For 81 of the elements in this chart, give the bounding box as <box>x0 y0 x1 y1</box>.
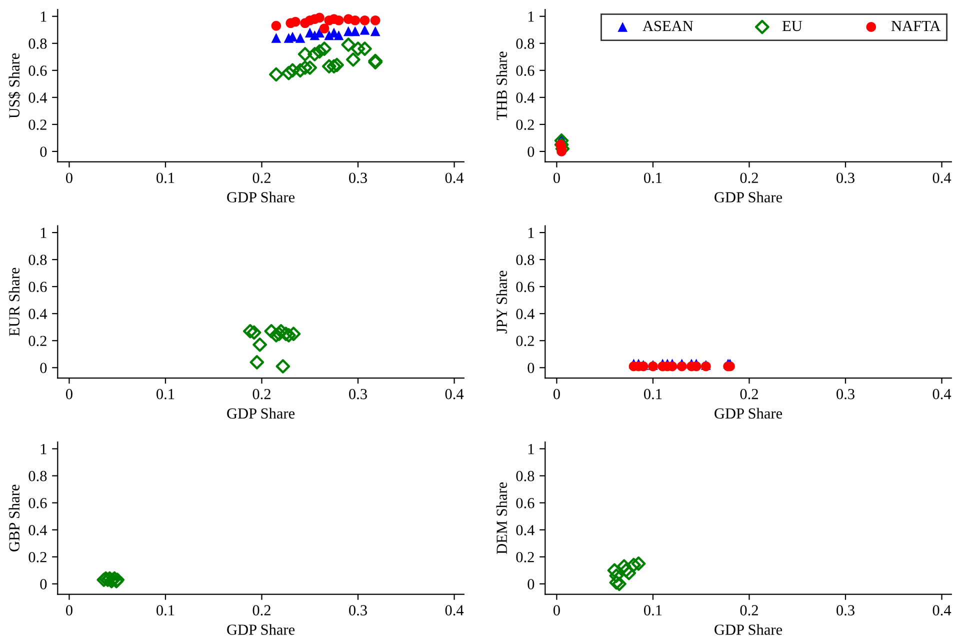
y-tick-label: 0.4 <box>516 524 534 536</box>
x-tick-label: 0.2 <box>740 388 758 400</box>
x-tick-label: 0.3 <box>836 172 854 184</box>
y-tick-label: 0.6 <box>516 498 534 508</box>
x-tick-label: 0 <box>553 605 560 616</box>
y-tick-label: 0.4 <box>28 308 48 320</box>
y-tick-label: 0.2 <box>516 552 534 562</box>
y-axis-title: EUR Share <box>8 268 20 336</box>
y-tick-label: 0.2 <box>516 120 534 130</box>
x-tick-label: 0 <box>66 172 72 184</box>
y-tick-label: 0.6 <box>516 282 534 292</box>
x-tick-label: 0.4 <box>932 605 952 616</box>
x-tick-label: 0 <box>553 172 560 184</box>
y-tick-label: 1 <box>40 444 46 454</box>
y-axis-title: GBP Share <box>8 484 20 552</box>
y-tick-label: 0.8 <box>516 470 534 482</box>
y-tick-label: 0.6 <box>516 66 534 76</box>
x-tick-label: 0.1 <box>644 388 662 400</box>
x-tick-label: 0.1 <box>156 388 174 400</box>
x-axis-title: GDP Share <box>227 624 295 635</box>
x-tick-label: 0 <box>66 605 72 616</box>
y-tick-label: 0 <box>528 579 534 590</box>
y-tick-label: 0.2 <box>28 120 46 130</box>
y-tick-label: 0.8 <box>516 38 534 49</box>
x-axis-title: GDP Share <box>227 408 295 419</box>
x-tick-label: 0.2 <box>740 172 758 184</box>
x-axis-title: GDP Share <box>714 624 782 635</box>
x-tick-label: 0.2 <box>252 388 270 400</box>
y-tick-label: 0.6 <box>28 282 47 292</box>
x-tick-label: 0.4 <box>445 388 464 400</box>
x-tick-label: 0 <box>66 388 72 400</box>
y-tick-label: 0.2 <box>28 336 46 346</box>
y-axis-title: DEM Share <box>496 482 507 554</box>
x-axis-title: GDP Share <box>227 192 295 202</box>
x-tick-label: 0.4 <box>445 172 464 184</box>
y-tick-label: 1 <box>40 12 46 22</box>
y-tick-label: 0.2 <box>28 552 46 562</box>
y-tick-label: 0.4 <box>516 308 534 320</box>
x-tick-label: 0 <box>553 388 560 400</box>
y-tick-label: 0.8 <box>516 254 534 266</box>
x-tick-label: 0.4 <box>445 605 464 616</box>
x-tick-label: 0.4 <box>932 388 952 400</box>
y-tick-label: 0.6 <box>28 498 47 508</box>
y-tick-label: 0.8 <box>28 38 47 49</box>
y-tick-label: 0.2 <box>516 336 534 346</box>
x-tick-label: 0.1 <box>156 172 174 184</box>
y-tick-label: 1 <box>40 228 46 238</box>
x-tick-label: 0.1 <box>644 605 662 616</box>
x-tick-label: 0.1 <box>156 605 174 616</box>
legend-label: NAFTA <box>891 20 941 31</box>
y-tick-label: 0 <box>40 362 47 374</box>
x-tick-label: 0.4 <box>932 172 952 184</box>
y-tick-label: 0.8 <box>28 254 47 266</box>
x-tick-label: 0.3 <box>349 605 367 616</box>
y-tick-label: 0.4 <box>28 524 48 536</box>
y-axis-title: US$ Share <box>8 53 20 118</box>
y-axis-title: JPY Share <box>496 270 507 334</box>
y-tick-label: 0 <box>40 146 47 157</box>
y-tick-label: 1 <box>528 444 534 454</box>
y-tick-label: 0.8 <box>28 470 47 482</box>
x-tick-label: 0.2 <box>740 605 758 616</box>
y-tick-label: 0 <box>40 579 47 590</box>
y-tick-label: 0.6 <box>28 66 47 76</box>
y-tick-label: 0 <box>528 146 534 157</box>
y-tick-label: 0.4 <box>28 92 48 103</box>
x-axis-title: GDP Share <box>714 408 782 419</box>
legend-label: EU <box>782 20 802 32</box>
x-tick-label: 0.2 <box>252 605 270 616</box>
x-tick-label: 0.3 <box>349 172 367 184</box>
x-tick-label: 0.1 <box>644 172 662 184</box>
legend-label: ASEAN <box>642 20 694 32</box>
y-tick-label: 0.4 <box>516 92 534 103</box>
x-tick-label: 0.3 <box>836 605 854 616</box>
x-tick-label: 0.3 <box>349 388 367 400</box>
y-tick-label: 1 <box>528 12 534 22</box>
x-axis-title: GDP Share <box>714 192 782 202</box>
y-tick-label: 1 <box>528 228 534 238</box>
x-tick-label: 0.3 <box>836 388 854 400</box>
y-tick-label: 0 <box>528 362 534 374</box>
y-axis-title: THB Share <box>496 52 507 120</box>
x-tick-label: 0.2 <box>252 172 270 184</box>
